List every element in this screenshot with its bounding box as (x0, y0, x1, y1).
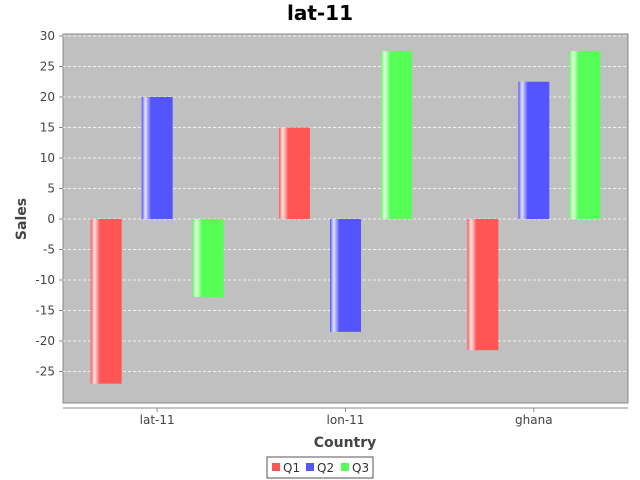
y-tick-label: 0 (47, 212, 55, 226)
y-axis-label: Sales (14, 198, 30, 240)
y-tick-label: 15 (40, 121, 55, 135)
bar-q3-lat-11 (192, 219, 224, 298)
x-axis-label: Country (314, 435, 377, 451)
y-axis-ticks: 30 25 20 15 10 5 0 -5 -10 -15 -20 -25 (35, 29, 63, 379)
y-tick-label: 25 (40, 60, 55, 74)
legend-swatch-q1 (272, 463, 280, 471)
x-tick-label: ghana (515, 413, 553, 427)
y-tick-label: 5 (47, 182, 55, 196)
x-tick-label: lat-11 (140, 413, 175, 427)
bar-q1-ghana (467, 219, 499, 351)
y-tick-label: 30 (40, 29, 55, 43)
y-tick-label: -25 (35, 365, 55, 379)
y-tick-label: -5 (43, 243, 55, 257)
legend-box (266, 456, 374, 479)
bar-q3-lon-11 (381, 51, 412, 219)
bar-q3-ghana (569, 51, 601, 219)
y-tick-label: 20 (40, 90, 55, 104)
legend-label-q1: Q1 (283, 461, 300, 475)
bar-q2-lat-11 (141, 97, 173, 219)
y-tick-label: -15 (35, 304, 55, 318)
bar-q2-ghana (518, 81, 550, 219)
legend-label-q2: Q2 (317, 461, 334, 475)
x-axis-ticks: lat-11 lon-11 ghana (140, 408, 553, 427)
bar-q1-lat-11 (90, 219, 122, 384)
legend-swatch-q2 (306, 463, 314, 471)
legend-swatch-q3 (341, 463, 349, 471)
x-tick-label: lon-11 (327, 413, 365, 427)
bars (90, 51, 601, 384)
legend: Q1 Q2 Q3 (266, 456, 374, 479)
y-tick-label: 10 (40, 151, 55, 165)
chart-title: lat-11 (287, 1, 353, 25)
y-tick-label: -10 (35, 273, 55, 287)
bar-q2-lon-11 (330, 219, 361, 332)
y-tick-label: -20 (35, 334, 55, 348)
bar-q1-lon-11 (279, 127, 310, 219)
legend-label-q3: Q3 (352, 461, 369, 475)
